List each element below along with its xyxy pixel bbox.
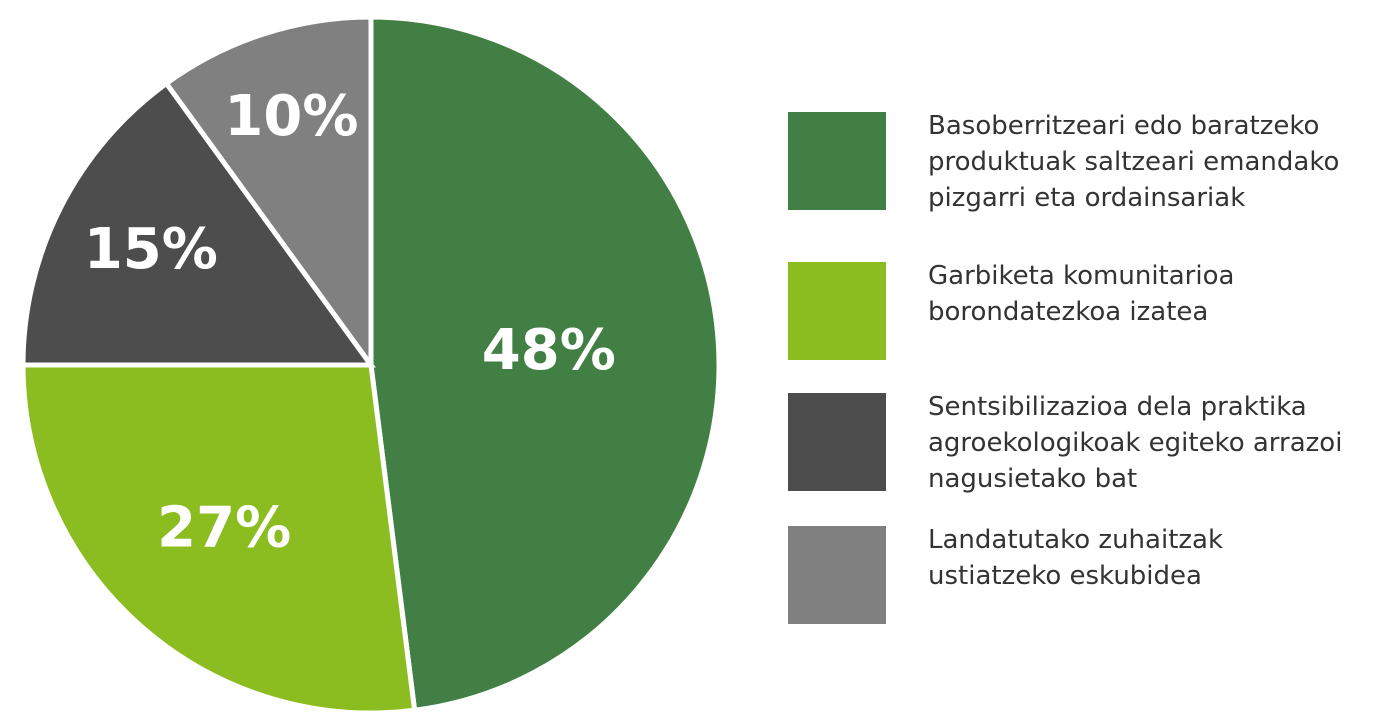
legend-label: Landatutako zuhaitzak ustiatzeko eskubid… xyxy=(928,525,1224,591)
legend-swatch xyxy=(788,526,886,624)
legend-label: Garbiketa komunitarioa borondatezkoa iza… xyxy=(928,261,1235,327)
data-label: 27% xyxy=(157,496,291,561)
data-label: 48% xyxy=(482,318,616,383)
data-label: 15% xyxy=(84,217,218,282)
legend-label: Sentsibilizazioa dela praktika agroekolo… xyxy=(928,392,1343,494)
legend-swatch xyxy=(788,262,886,360)
chart: 48% 27% 15% 10% xyxy=(20,14,722,712)
pie-slice xyxy=(20,79,376,368)
legend-label: Basoberritzeari edo baratzeko produktuak… xyxy=(928,111,1340,213)
data-label: 10% xyxy=(224,84,358,149)
pie-slice xyxy=(368,14,722,712)
legend-swatch xyxy=(788,393,886,491)
pie-slice xyxy=(20,362,418,712)
pie-slice xyxy=(162,14,374,373)
legend-swatch xyxy=(788,112,886,210)
